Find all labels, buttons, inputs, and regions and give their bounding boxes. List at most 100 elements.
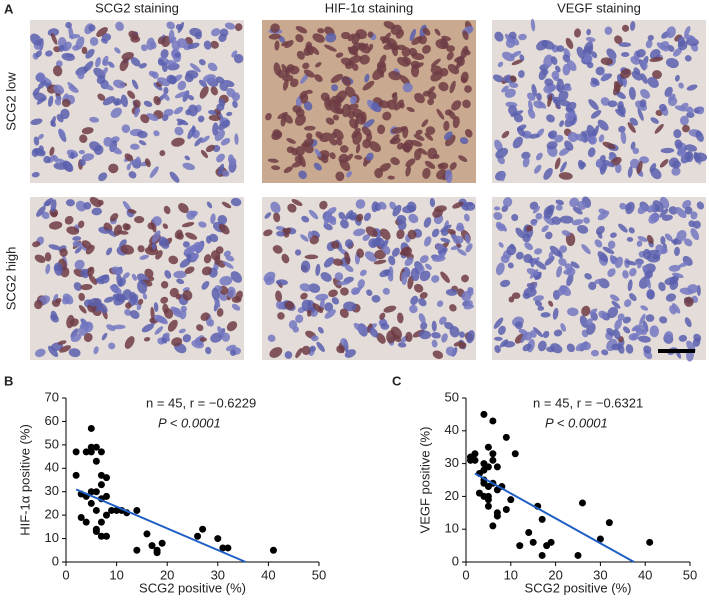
nucleus — [304, 254, 319, 260]
nucleus — [121, 124, 131, 133]
data-point — [507, 496, 515, 504]
nucleus — [509, 75, 517, 83]
nucleus — [277, 312, 285, 320]
nucleus — [307, 231, 312, 240]
nucleus — [369, 327, 379, 338]
nucleus — [235, 290, 243, 302]
nucleus — [615, 108, 626, 118]
nucleus — [507, 262, 514, 269]
nucleus — [499, 339, 509, 348]
nucleus — [308, 283, 321, 293]
nucleus — [562, 54, 571, 63]
nucleus — [422, 44, 431, 54]
nucleus — [513, 113, 524, 123]
nucleus — [185, 232, 198, 240]
nucleus — [301, 215, 310, 223]
nucleus — [300, 234, 309, 242]
nucleus — [526, 268, 539, 276]
nucleus — [110, 146, 122, 155]
nucleus — [154, 326, 164, 335]
nucleus — [429, 197, 436, 208]
nucleus — [353, 322, 364, 332]
nucleus — [309, 345, 316, 352]
nucleus — [660, 236, 666, 245]
nucleus — [431, 320, 437, 332]
nucleus — [643, 345, 652, 354]
nucleus — [500, 279, 511, 288]
nucleus — [225, 344, 237, 352]
nucleus — [311, 335, 319, 342]
nucleus — [516, 126, 526, 137]
nucleus — [631, 324, 641, 332]
nucleus — [118, 277, 126, 287]
y-axis-title: VEGF positive (%) — [417, 427, 432, 534]
nucleus — [619, 202, 627, 210]
nucleus — [61, 52, 75, 61]
nucleus — [77, 220, 85, 229]
nucleus — [674, 246, 680, 257]
x-tick-label: 10 — [504, 567, 518, 582]
nucleus — [275, 279, 288, 286]
data-point — [578, 499, 586, 507]
nucleus — [305, 132, 313, 140]
nucleus — [305, 89, 313, 94]
nucleus — [106, 229, 117, 237]
nucleus — [167, 319, 178, 332]
nucleus — [401, 47, 411, 57]
nucleus — [218, 223, 230, 235]
nucleus — [414, 92, 425, 104]
nucleus — [58, 128, 66, 139]
nucleus — [617, 313, 625, 321]
nucleus — [431, 228, 440, 238]
nucleus — [52, 65, 63, 77]
nucleus — [347, 46, 359, 57]
nucleus — [566, 343, 575, 353]
nucleus — [201, 280, 210, 290]
nucleus — [161, 62, 168, 73]
nucleus — [655, 109, 663, 117]
nucleus — [586, 124, 596, 139]
nucleus — [566, 267, 576, 277]
nucleus — [329, 152, 336, 160]
nucleus — [589, 308, 598, 315]
nucleus — [200, 149, 209, 159]
nucleus — [598, 310, 608, 319]
nucleus — [80, 268, 90, 279]
nucleus — [464, 213, 470, 222]
nucleus — [166, 21, 175, 30]
data-point — [102, 532, 110, 540]
x-tick-label: 10 — [109, 567, 123, 582]
nucleus — [328, 289, 338, 298]
nucleus — [646, 249, 660, 255]
nucleus — [401, 271, 408, 286]
nucleus — [425, 126, 436, 135]
nucleus — [330, 132, 337, 139]
data-point — [97, 481, 105, 489]
nucleus — [625, 344, 634, 354]
nucleus — [345, 86, 356, 98]
nucleus — [669, 280, 679, 290]
nucleus — [534, 248, 543, 255]
nucleus — [391, 247, 400, 257]
nucleus — [162, 114, 169, 122]
nucleus — [129, 159, 139, 165]
nucleus — [219, 275, 233, 286]
nucleus — [267, 158, 279, 163]
nucleus — [503, 197, 513, 208]
nucleus — [389, 201, 397, 210]
nucleus — [112, 293, 122, 301]
nucleus — [649, 48, 661, 60]
data-point — [92, 528, 100, 536]
nucleus — [684, 317, 692, 328]
nucleus — [621, 24, 630, 32]
nucleus — [527, 108, 536, 119]
nucleus — [424, 236, 432, 247]
nucleus — [597, 119, 609, 131]
nucleus — [151, 216, 162, 227]
nucleus — [440, 237, 451, 243]
nucleus — [588, 99, 599, 111]
nucleus — [637, 236, 648, 242]
nucleus — [577, 224, 589, 234]
nucleus — [50, 310, 58, 321]
nucleus — [89, 116, 100, 123]
